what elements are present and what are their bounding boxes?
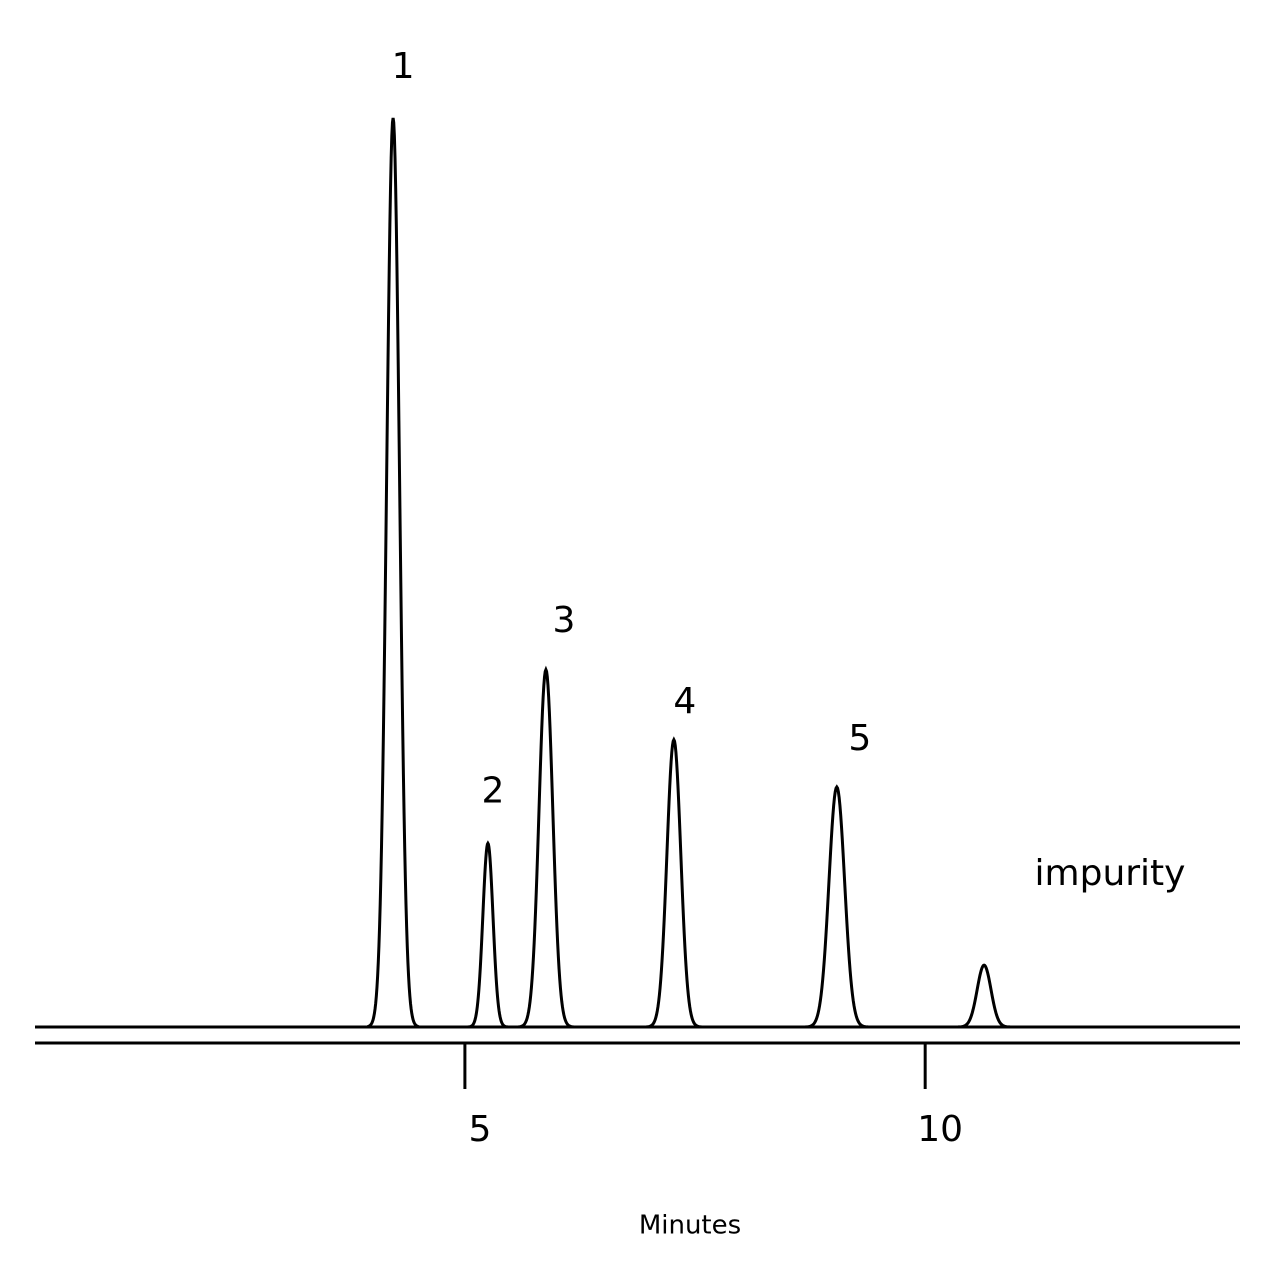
peak-label: 3 [552,600,575,641]
peak-label: 4 [673,681,696,722]
peak [366,117,420,1029]
peak-label: impurity [1035,853,1186,894]
peak-label: 2 [481,770,504,811]
x-tick-label: 5 [468,1109,491,1150]
peak-label: 5 [848,718,871,759]
x-tick-label: 10 [917,1109,963,1150]
peak [646,736,702,1029]
peak [956,963,1012,1029]
peak-label: 1 [392,46,415,87]
peak [467,840,509,1029]
x-axis-label: Minutes [639,1211,741,1241]
peak [805,784,869,1029]
peak [518,665,574,1029]
